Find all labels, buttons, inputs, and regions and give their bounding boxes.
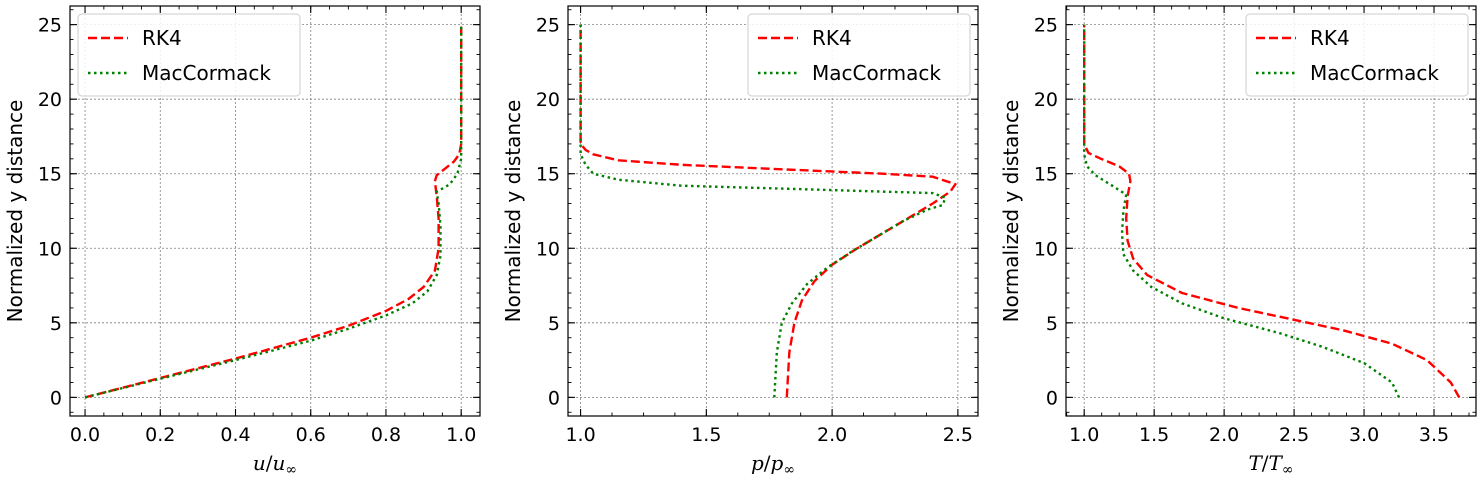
legend-box (1245, 13, 1469, 97)
x-axis-label: T/T∞ (1248, 451, 1293, 478)
x-tick-label: 2.0 (817, 424, 847, 446)
x-tick-label: 2.5 (1279, 424, 1309, 446)
y-tick-label: 25 (38, 15, 62, 37)
plot-frame (567, 5, 979, 417)
y-tick-label: 20 (1034, 89, 1058, 111)
y-tick-label: 5 (1046, 313, 1058, 335)
y-tick-label: 25 (536, 15, 560, 37)
x-tick-label: 3.0 (1349, 424, 1379, 446)
legend: RK4 MacCormack (747, 13, 971, 97)
y-tick-label: 25 (1034, 15, 1058, 37)
plot-frame (1065, 5, 1477, 417)
x-tick-label: 0.4 (220, 424, 250, 446)
legend-label-maccormack: MacCormack (142, 61, 271, 85)
x-tick-label: 1.0 (565, 424, 595, 446)
x-axis-label: u/u∞ (253, 451, 297, 478)
legend-box (747, 13, 971, 97)
series-line-rk4 (1082, 24, 1461, 398)
series-line-maccormack (84, 24, 463, 399)
ticks (70, 6, 480, 416)
x-tick-label: 1.0 (446, 424, 476, 446)
x-tick-label: 1.5 (1139, 424, 1169, 446)
x-tick-label: 0.0 (70, 424, 100, 446)
legend: RK4 MacCormack (1245, 13, 1469, 97)
y-tick-label: 20 (536, 89, 560, 111)
x-tick-label: 1.5 (691, 424, 721, 446)
ticks (1066, 6, 1476, 416)
x-tick-label: 0.2 (145, 424, 175, 446)
series-line-rk4 (579, 24, 957, 398)
x-tick-label: 0.8 (371, 424, 401, 446)
y-tick-label: 15 (1034, 164, 1058, 186)
y-tick-label: 0 (548, 387, 560, 409)
legend-label-maccormack: MacCormack (1310, 61, 1439, 85)
y-axis-label: Normalized y distance (999, 100, 1023, 323)
chart-panel-1: 0.0 0.2 0.4 0.6 0.8 1.0 0 5 10 15 20 25 Normalized y… (3, 5, 481, 478)
legend-label-maccormack: MacCormack (812, 61, 941, 85)
chart-panel-2: 1.0 1.5 2.0 2.5 0 5 10 15 20 25 Normalized y dista… (501, 5, 979, 478)
chart-panel-3: 1.0 1.5 2.0 2.5 3.0 3.5 0 5 10 15 20 25 Normalized y… (999, 5, 1477, 478)
x-tick-label: 1.0 (1069, 424, 1099, 446)
y-tick-label: 20 (38, 89, 62, 111)
y-tick-label: 10 (536, 238, 560, 260)
grid (1066, 6, 1476, 416)
x-tick-label: 2.5 (943, 424, 973, 446)
y-axis-label: Normalized y distance (501, 100, 525, 323)
y-tick-label: 15 (38, 164, 62, 186)
legend-label-rk4: RK4 (1310, 26, 1350, 50)
y-tick-label: 5 (50, 313, 62, 335)
y-tick-label: 5 (548, 313, 560, 335)
legend: RK4 MacCormack (77, 13, 301, 97)
x-tick-label: 3.5 (1419, 424, 1449, 446)
x-tick-label: 2.0 (1209, 424, 1239, 446)
legend-box (77, 13, 301, 97)
x-tick-label: 0.6 (296, 424, 326, 446)
y-tick-label: 10 (38, 238, 62, 260)
y-tick-label: 10 (1034, 238, 1058, 260)
y-tick-label: 0 (1046, 387, 1058, 409)
series-line-rk4 (84, 24, 463, 399)
plot-frame (69, 5, 481, 417)
legend-label-rk4: RK4 (142, 26, 182, 50)
legend-label-rk4: RK4 (812, 26, 852, 50)
y-axis-label: Normalized y distance (3, 100, 27, 323)
x-axis-label: p/p∞ (751, 451, 795, 478)
ticks (568, 6, 978, 416)
y-tick-label: 0 (50, 387, 62, 409)
y-tick-label: 15 (536, 164, 560, 186)
